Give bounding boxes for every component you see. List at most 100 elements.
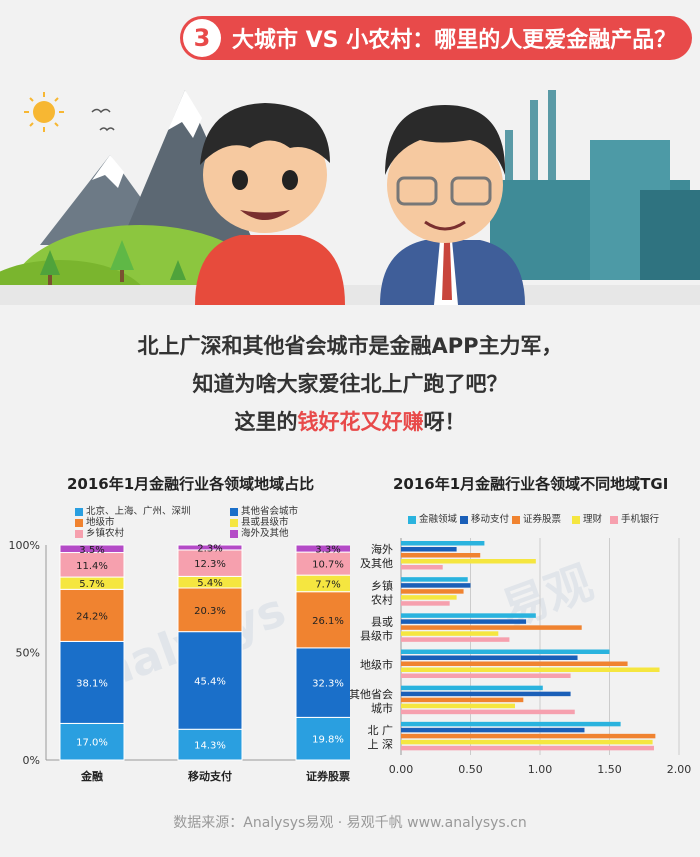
bird-icon — [99, 127, 115, 132]
chart2-category-label: 地级市 — [360, 658, 393, 672]
chart1-data-label: 26.1% — [312, 616, 344, 627]
chart1-data-label: 2.3% — [197, 543, 222, 554]
chart1-bar-segment — [295, 544, 350, 553]
header-pill — [180, 16, 692, 60]
chart2-legend-item: 理财 — [572, 511, 602, 525]
chart2-legend-item: 金融领域 — [408, 511, 457, 525]
chart1-data-label: 24.2% — [76, 611, 108, 622]
legend-label: 县或县级市 — [241, 517, 289, 528]
legend-swatch — [75, 518, 83, 527]
legend-label: 乡镇农村 — [86, 528, 125, 539]
legend-swatch — [230, 518, 238, 527]
chart2-bar — [401, 625, 582, 630]
legend-swatch — [75, 529, 83, 538]
chart2-x-tick: 0.00 — [389, 763, 414, 776]
chart2-bar — [401, 565, 443, 570]
chart1-data-label: 5.4% — [197, 578, 222, 589]
chart2-bar — [401, 655, 578, 660]
chart2-category-label: 上 深 — [368, 738, 394, 751]
chart2-bar — [401, 673, 571, 678]
sun-icon — [24, 92, 64, 132]
chart2-category-label: 其他省会 — [350, 688, 393, 701]
legend-label: 手机银行 — [621, 514, 660, 525]
chart2-category-label: 县或 — [371, 615, 393, 628]
legend-label: 其他省会城市 — [241, 506, 299, 517]
legend-swatch — [408, 515, 416, 524]
bird-icon — [91, 108, 111, 114]
chart2-bar — [401, 559, 536, 564]
legend-swatch — [610, 515, 618, 524]
chart1-legend-item: 地级市 — [75, 514, 115, 528]
intro-line-3-highlight: 钱好花又好赚 — [297, 410, 424, 434]
chart2-bar — [401, 721, 621, 727]
chart2-bar — [401, 697, 524, 703]
chart1-bar-segment — [177, 544, 243, 551]
chart1-data-label: 12.3% — [194, 559, 226, 570]
chart2-bar — [401, 709, 575, 715]
chart2-bar — [401, 727, 585, 733]
legend-swatch — [230, 529, 238, 538]
legend-swatch — [460, 515, 468, 524]
chart2-bar — [401, 577, 468, 582]
chart1-data-label: 3.3% — [315, 545, 340, 556]
chart1-svg: 0% 50% 100% 17.0% 38.1% 24.2% 5.7% 11.4% 3.5% 金融 1… — [9, 539, 350, 783]
chart2-category-label: 及其他 — [360, 557, 393, 570]
chart1-bar-segment — [177, 631, 243, 730]
chart2-category-label: 北 广 — [368, 724, 394, 737]
chart2-bar — [401, 583, 471, 588]
chart2-bar — [401, 595, 457, 600]
legend-swatch — [512, 515, 520, 524]
chart2-bar — [401, 733, 656, 739]
chart2-x-tick: 0.50 — [458, 763, 483, 776]
chart2-bar — [401, 667, 660, 672]
chart2-bar — [401, 739, 653, 745]
chart2-bar — [401, 553, 481, 558]
chart1-bar-segment — [295, 716, 350, 761]
chart1-bar-segment — [59, 588, 125, 642]
chart2-bar — [401, 541, 485, 546]
chart1-data-label: 17.0% — [76, 738, 108, 749]
chart2-legend-item: 证券股票 — [512, 511, 561, 525]
chart1-bar-segment — [59, 544, 125, 554]
chart2-bar — [401, 745, 654, 751]
chart2-bar — [401, 619, 527, 624]
boy-right-figure — [380, 105, 525, 305]
chart2-title: 2016年1月金融行业各领域不同地域TGI — [393, 475, 669, 493]
chart1-data-label: 20.3% — [194, 606, 226, 617]
chart1-bar-segment — [295, 647, 350, 718]
chart1-data-label: 38.1% — [76, 678, 108, 689]
chart1-legend-item: 县或县级市 — [230, 514, 289, 528]
chart1-data-label: 3.5% — [79, 545, 104, 556]
chart1-y-tick: 0% — [23, 754, 40, 767]
chart1-bar-segment — [59, 640, 125, 724]
chart2-legend-item: 移动支付 — [460, 511, 509, 525]
chart1-bar-segment — [177, 587, 243, 633]
factory-icon — [490, 90, 700, 280]
chart2-bar — [401, 637, 510, 642]
chart2-x-tick: 1.50 — [597, 763, 622, 776]
chart2-category-label: 城市 — [371, 701, 393, 715]
chart1-legend-item: 乡镇农村 — [75, 525, 124, 539]
intro-line-2: 知道为啥大家爱往北上广跑了吧？ — [192, 372, 508, 396]
intro-line-3-prefix: 这里的 — [234, 410, 298, 434]
chart1-data-label: 11.4% — [76, 561, 108, 572]
chart2-x-tick: 1.00 — [528, 763, 553, 776]
legend-swatch — [230, 507, 238, 516]
chart1-data-label: 14.3% — [194, 741, 226, 752]
chart1-data-label: 19.8% — [312, 735, 344, 746]
legend-label: 地级市 — [86, 517, 115, 528]
chart1-bar-segment — [177, 728, 243, 761]
legend-label: 金融领域 — [419, 514, 458, 525]
chart1-bar-segment — [59, 552, 125, 578]
chart2-bar — [401, 691, 571, 697]
chart2-category-label: 海外 — [371, 542, 393, 556]
chart2-bar — [401, 661, 628, 666]
legend-label: 证券股票 — [523, 514, 562, 525]
chart1-legend-item: 海外及其他 — [230, 525, 289, 539]
legend-swatch — [572, 515, 580, 524]
chart2-bar — [401, 631, 499, 636]
section-header: 3 大城市 VS 小农村：哪里的人更爱金融产品？ — [0, 0, 700, 70]
chart1-data-label: 5.7% — [79, 579, 104, 590]
chart2-bar — [401, 649, 610, 654]
chart1-category-label: 移动支付 — [188, 769, 232, 783]
